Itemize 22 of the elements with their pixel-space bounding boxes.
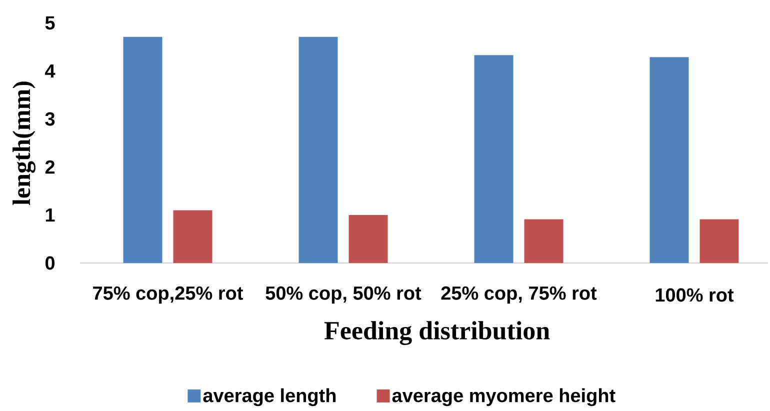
bar — [123, 36, 162, 263]
x-tick-label: 100% rot — [656, 288, 734, 302]
bar — [474, 55, 514, 263]
x-axis-title: Feeding distribution — [324, 321, 550, 345]
x-tick-label: 75% cop,25% rot — [93, 286, 243, 304]
y-tick-label: 4 — [45, 64, 56, 78]
bar — [173, 210, 212, 263]
bar — [348, 214, 388, 263]
bar — [650, 57, 689, 263]
legend-label: average myomere height — [392, 388, 616, 406]
y-tick-label: 1 — [46, 208, 55, 222]
y-tick-label: 3 — [45, 112, 55, 126]
bar — [700, 219, 739, 263]
bar — [298, 36, 338, 263]
y-axis-title: length(mm) — [12, 82, 36, 205]
legend-label: average length — [203, 388, 336, 406]
y-tick-label: 2 — [45, 160, 55, 174]
bar — [524, 219, 564, 263]
y-tick-label: 0 — [45, 256, 55, 270]
x-tick-label: 50% cop, 50% rot — [266, 286, 422, 304]
y-tick-label: 5 — [45, 16, 55, 30]
x-tick-label: 25% cop, 75% rot — [441, 286, 597, 304]
